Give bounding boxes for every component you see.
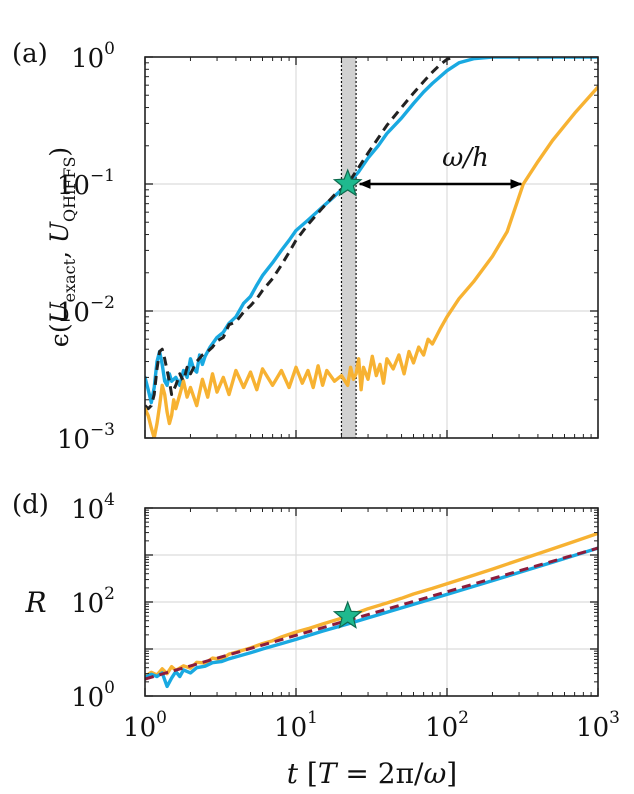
panel-d: 100 102 104 100 101 102 103 (d) R t [T = 2π/ω] xyxy=(12,490,620,790)
panel-a-annotation: ω/h xyxy=(358,143,523,189)
y-tick-label: 100 xyxy=(71,39,115,74)
x-axis-label: t [T = 2π/ω] xyxy=(287,757,457,790)
panel-a-ticks: 10−3 10−2 10−1 100 xyxy=(57,39,599,455)
star-marker xyxy=(332,600,363,629)
series-blue xyxy=(145,546,598,689)
y-tick-label: 104 xyxy=(71,490,115,525)
series-blue xyxy=(145,57,598,405)
panel-a-label: (a) xyxy=(12,39,48,69)
series-orange xyxy=(145,85,598,438)
panel-d-star-marker xyxy=(332,600,363,629)
panel-d-y-axis-label: R xyxy=(24,586,46,619)
panel-a-series xyxy=(145,57,598,438)
y-tick-label: 10−3 xyxy=(57,420,115,455)
panel-d-label: (d) xyxy=(12,490,49,520)
x-tick-label: 101 xyxy=(274,708,318,743)
panel-d-ticks: 100 102 104 100 101 102 103 xyxy=(71,490,620,743)
x-tick-label: 102 xyxy=(425,708,469,743)
panel-a-star-marker xyxy=(332,168,363,197)
x-tick-label: 103 xyxy=(576,708,620,743)
x-tick-label: 100 xyxy=(123,708,167,743)
y-tick-label: 102 xyxy=(71,584,115,619)
shaded-band-fill xyxy=(341,57,357,438)
panel-a-frame xyxy=(144,56,599,439)
panel-a-y-axis-label: ϵ(Uexact, UQHiFFS) xyxy=(45,147,79,347)
panel-d-series xyxy=(145,531,598,689)
omega-over-h-label: ω/h xyxy=(442,143,489,173)
y-tick-label: 10−2 xyxy=(57,293,115,328)
star-marker xyxy=(332,168,363,197)
y-tick-label: 10−1 xyxy=(57,166,115,201)
panel-d-grid xyxy=(145,508,598,696)
panel-a: ω/h 10−3 10−2 10−1 100 (a) ϵ(Uexact, UQHiFF… xyxy=(12,39,599,455)
y-tick-label: 100 xyxy=(71,678,115,713)
series-dark-red-dashed xyxy=(145,546,598,681)
